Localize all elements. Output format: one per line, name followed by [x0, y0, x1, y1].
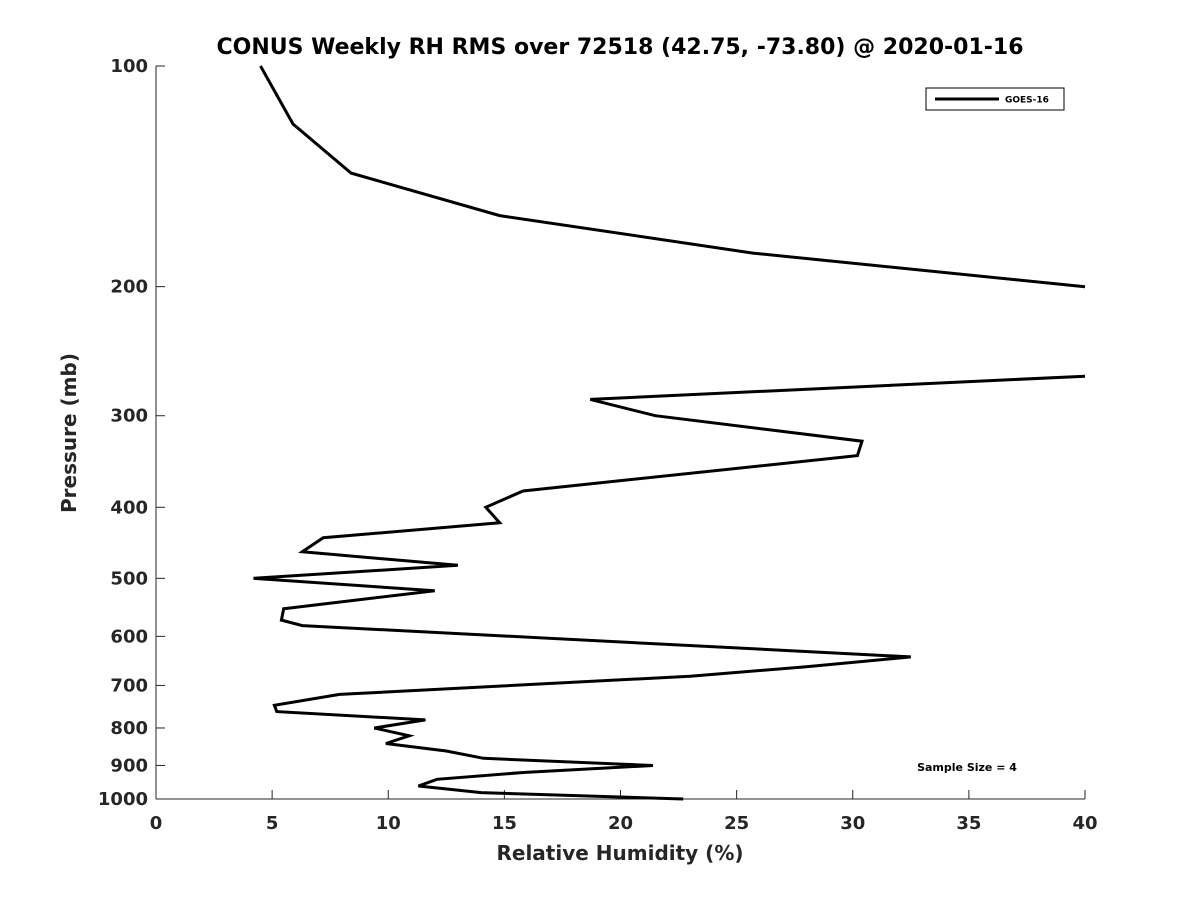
- x-axis-label: Relative Humidity (%): [496, 841, 743, 865]
- series-line-goes-16: [253, 374, 1086, 801]
- y-tick-label: 100: [110, 56, 148, 77]
- legend: GOES-16: [925, 87, 1065, 111]
- y-tick-label: 200: [110, 277, 148, 298]
- y-tick-label: 600: [110, 626, 148, 647]
- y-tick-label: 900: [110, 755, 148, 776]
- x-tick-label: 5: [266, 813, 279, 834]
- y-tick-label: 300: [110, 406, 148, 427]
- x-tick-label: 15: [492, 813, 517, 834]
- x-tick-label: 10: [376, 813, 401, 834]
- legend-label: GOES-16: [1005, 96, 1049, 106]
- y-tick-label: 1000: [98, 789, 148, 810]
- x-tick-label: 30: [840, 813, 865, 834]
- y-axis-label: Pressure (mb): [57, 353, 81, 513]
- y-axis-ticks: 100 200 300 400 500 600 700 800 900 1000: [98, 56, 165, 810]
- x-tick-label: 40: [1072, 813, 1097, 834]
- x-axis-ticks: 0 5 10 15 20 25 30 35 40: [150, 790, 1098, 834]
- y-tick-label: 700: [110, 675, 148, 696]
- series-group: [253, 65, 1086, 801]
- x-tick-label: 25: [724, 813, 749, 834]
- chart-title: CONUS Weekly RH RMS over 72518 (42.75, -…: [216, 35, 1023, 60]
- x-tick-label: 35: [956, 813, 981, 834]
- y-tick-label: 800: [110, 718, 148, 739]
- y-tick-label: 400: [110, 497, 148, 518]
- x-tick-label: 0: [150, 813, 163, 834]
- sample-size-annotation: Sample Size = 4: [917, 761, 1017, 774]
- x-tick-label: 20: [608, 813, 633, 834]
- y-tick-label: 500: [110, 568, 148, 589]
- series-line-goes-16: [259, 65, 1086, 289]
